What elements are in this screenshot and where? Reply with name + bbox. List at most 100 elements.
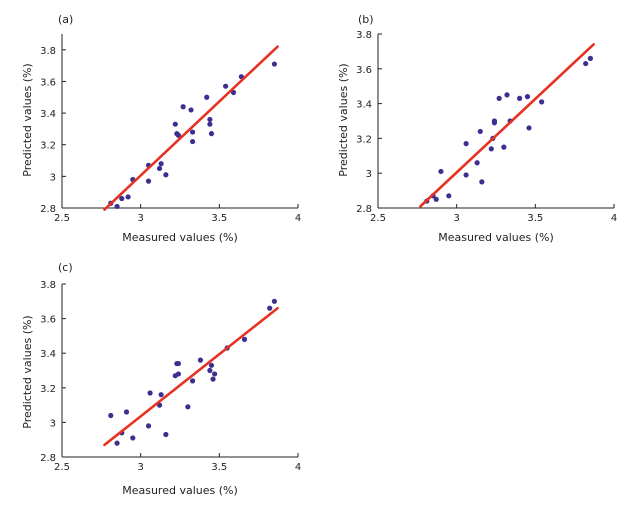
panel-label: (c) (58, 261, 73, 274)
data-point (188, 107, 194, 113)
x-tick-label: 3 (137, 213, 143, 224)
panel-c: (c) Measured values (%) Predicted values… (21, 261, 301, 497)
data-point (130, 435, 136, 441)
data-point (463, 141, 469, 147)
y-tick-label: 3 (366, 169, 372, 180)
x-tick-label: 4 (295, 213, 301, 224)
panel-label: (b) (358, 13, 374, 26)
x-tick-label: 4 (295, 462, 301, 473)
data-point (474, 160, 480, 166)
data-point (175, 132, 182, 138)
data-point (172, 121, 178, 127)
data-point (271, 298, 277, 304)
data-point (488, 146, 494, 152)
x-tick-label: 3 (453, 213, 459, 224)
data-point (479, 179, 485, 185)
data-point (208, 131, 215, 137)
x-tick-label: 2.5 (54, 213, 70, 224)
data-point (189, 129, 196, 135)
y-tick-label: 3.8 (356, 30, 372, 41)
x-tick-label: 3 (137, 462, 143, 473)
data-point (175, 371, 182, 377)
data-point (223, 83, 229, 89)
data-point (230, 89, 237, 96)
panel-b: (b) Measured values (%) Predicted values… (337, 13, 617, 244)
x-tick-label: 3.5 (527, 213, 543, 224)
data-point (163, 172, 169, 178)
data-point (212, 371, 218, 377)
y-tick-label: 3.2 (40, 141, 56, 152)
x-tick-label: 2.5 (54, 462, 70, 473)
data-point (123, 409, 130, 415)
fit-line (419, 43, 595, 208)
y-tick-label: 3.2 (356, 134, 372, 145)
data-point (189, 138, 196, 145)
data-point (180, 104, 186, 110)
y-tick-label: 3.4 (356, 100, 372, 111)
x-tick-label: 3.5 (211, 213, 227, 224)
x-tick-label: 2.5 (370, 213, 386, 224)
data-point (175, 360, 182, 367)
data-point (210, 376, 216, 382)
x-axis-label: Measured values (%) (438, 231, 554, 244)
x-tick-label: 3.5 (211, 462, 227, 473)
data-point (125, 194, 131, 200)
panel-a: (a) Measured values (%) Predicted values… (21, 13, 301, 244)
y-tick-label: 3.2 (40, 384, 56, 395)
data-point (145, 423, 152, 429)
data-point (501, 144, 507, 150)
data-point (119, 195, 125, 202)
data-point (207, 121, 213, 127)
data-point (446, 193, 452, 199)
data-point (197, 357, 204, 363)
x-tick-label: 4 (611, 213, 617, 224)
data-point (241, 336, 248, 342)
y-tick-label: 2.8 (40, 204, 56, 215)
fit-line (103, 306, 279, 447)
y-tick-label: 3.4 (40, 349, 56, 360)
data-point (207, 367, 213, 374)
data-point (158, 392, 164, 398)
y-tick-label: 3.6 (40, 77, 56, 88)
data-point (583, 60, 589, 67)
data-point (204, 94, 210, 100)
data-point (526, 125, 532, 131)
data-point (147, 390, 153, 396)
data-point (433, 196, 439, 202)
y-axis-label: Predicted values (%) (21, 315, 34, 428)
y-tick-label: 3 (50, 172, 56, 183)
x-axis-label: Measured values (%) (122, 231, 238, 244)
data-point (114, 440, 120, 446)
y-tick-label: 3.4 (40, 109, 56, 120)
fit-line (103, 45, 279, 211)
y-tick-label: 3.6 (356, 65, 372, 76)
data-point (517, 95, 523, 101)
data-point (207, 116, 213, 123)
data-point (114, 203, 120, 210)
data-point (208, 362, 215, 368)
data-point (496, 95, 502, 101)
data-point (108, 412, 114, 419)
data-point (267, 305, 273, 311)
data-point (438, 168, 444, 175)
y-axis-label: Predicted values (%) (337, 63, 350, 176)
data-point (145, 178, 152, 184)
data-point (524, 94, 531, 100)
data-point (156, 165, 163, 172)
data-point (271, 61, 277, 67)
data-point (163, 431, 169, 438)
y-tick-label: 2.8 (40, 453, 56, 464)
data-point (463, 172, 469, 178)
y-axis-label: Predicted values (%) (21, 63, 34, 176)
panel-label: (a) (58, 13, 73, 26)
data-point (504, 92, 510, 98)
y-tick-label: 3.8 (40, 280, 56, 291)
data-point (158, 161, 164, 167)
y-tick-label: 3.8 (40, 46, 56, 57)
y-tick-label: 3 (50, 418, 56, 429)
x-axis-label: Measured values (%) (122, 484, 238, 497)
data-point (491, 120, 498, 126)
data-point (539, 99, 545, 105)
data-point (189, 378, 196, 384)
